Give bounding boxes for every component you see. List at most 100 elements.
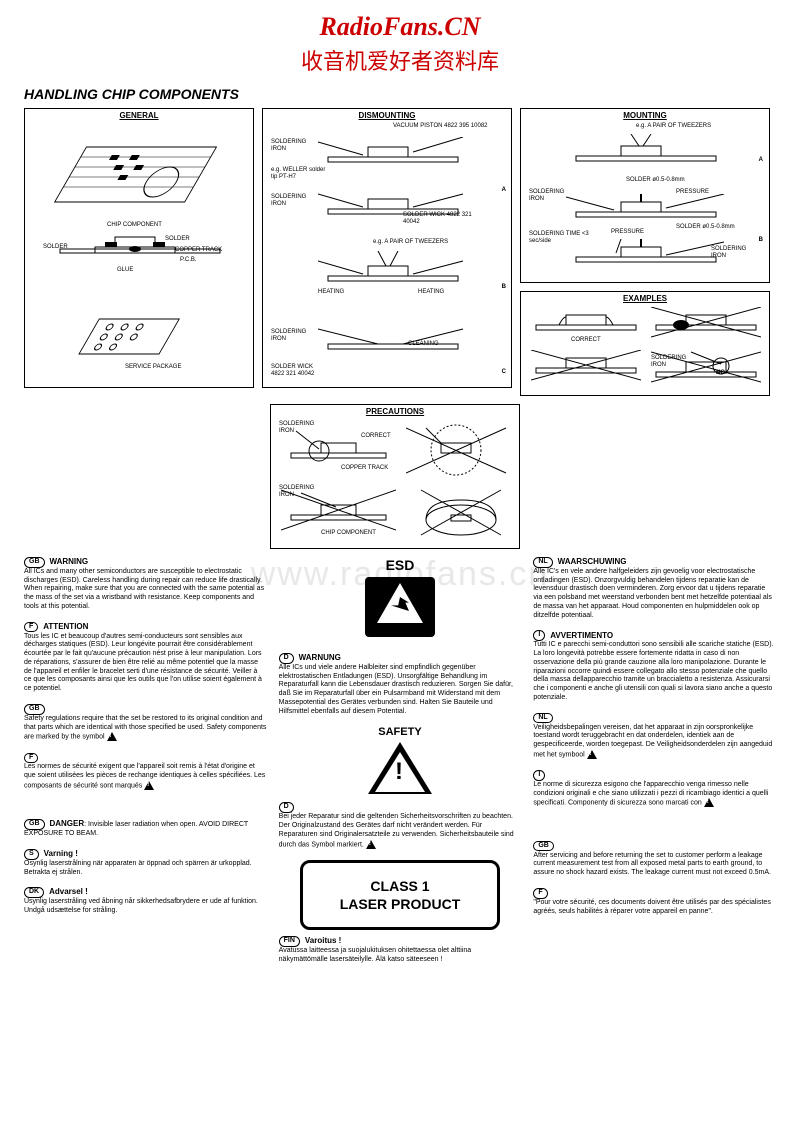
label-solder-l: SOLDER xyxy=(43,244,68,251)
panel-general-label: GENERAL xyxy=(119,111,158,120)
label-c: C xyxy=(502,369,506,376)
lang-d2: D xyxy=(279,802,294,813)
label-weller: e.g. WELLER solder tip PT-H7 xyxy=(271,167,331,180)
lang-s: S xyxy=(24,849,39,860)
s-varning-block: S Varning ! Osynlig laserstrålning när a… xyxy=(24,849,267,877)
panel-precautions: PRECAUTIONS SOLDERING IRON CORRECT COPPE… xyxy=(270,404,520,549)
safety-icon xyxy=(144,781,154,790)
label-glue: GLUE xyxy=(117,267,133,274)
gb-leakage-body: After servicing and before returning the… xyxy=(533,852,771,877)
f-safety-block: F Les normes de sécurité exigent que l'a… xyxy=(24,753,267,792)
lang-nl2: NL xyxy=(533,713,552,724)
s-varning-heading: Varning ! xyxy=(44,849,78,859)
label-solder-m: SOLDER ø0.5-0.8mm xyxy=(626,177,686,184)
mount-b2 xyxy=(566,239,736,269)
d-warnung-body: Alle ICs und viele andere Halbleiter sin… xyxy=(279,664,513,715)
lang-dk: DK xyxy=(24,887,44,898)
label-solder-m2: SOLDER ø0.5-0.8mm xyxy=(676,224,736,231)
d-safety-body: Bei jeder Reparatur sind die geltenden S… xyxy=(279,813,514,848)
nl-safety-body: Veiligheidsbepalingen vereisen, dat het … xyxy=(533,724,772,759)
lang-gb3: GB xyxy=(24,819,45,830)
lang-f3: F xyxy=(533,888,547,899)
nl-warning-body: Alle IC's en vele andere halfgeleiders z… xyxy=(533,568,772,619)
d-safety-block: D Bei jeder Reparatur sind die geltenden… xyxy=(279,802,522,849)
label-correct: CORRECT xyxy=(571,337,601,344)
page-title: HANDLING CHIP COMPONENTS xyxy=(24,86,800,102)
panel-precautions-label: PRECAUTIONS xyxy=(366,407,424,416)
f-attention-body: Tous les IC et beaucoup d'autres semi-co… xyxy=(24,633,262,693)
f-attention-block: F ATTENTION Tous les IC et beaucoup d'au… xyxy=(24,622,267,694)
example-wrong1 xyxy=(651,307,761,342)
lang-f2: F xyxy=(24,753,38,764)
esd-title: ESD xyxy=(279,557,522,573)
nl-warning-heading: WAARSCHUWING xyxy=(558,557,627,567)
nl-warning-block: NL WAARSCHUWING Alle IC's en vele andere… xyxy=(533,557,776,620)
dk-advarsel-block: DK Advarsel ! Usynlig laserstråling ved … xyxy=(24,887,267,915)
lang-i2: I xyxy=(533,770,545,781)
gb-safety-body: Safety regulations require that the set … xyxy=(24,715,266,741)
gb-danger-heading: DANGER xyxy=(49,819,84,829)
panel-examples: EXAMPLES CORRECT SOLDERING IRON xyxy=(520,291,770,396)
fin-varoitus-body: Avatussa laitteessa ja suojalukituksen o… xyxy=(279,947,472,963)
label-tweezers: e.g. A PAIR OF TWEEZERS xyxy=(373,239,493,246)
mount-b1 xyxy=(566,194,736,224)
label-b-m: B xyxy=(759,237,763,244)
lang-nl: NL xyxy=(533,557,552,568)
nl-safety-block: NL Veiligheidsbepalingen vereisen, dat h… xyxy=(533,713,776,760)
lang-f: F xyxy=(24,622,38,633)
safety-icon xyxy=(366,840,376,849)
gb-safety-block: GB Safety regulations require that the s… xyxy=(24,704,267,743)
label-pressure2: PRESSURE xyxy=(611,229,644,236)
safety-triangle-icon xyxy=(368,742,432,794)
panel-mounting: MOUNTING e.g. A PAIR OF TWEEZERS A SOLDE… xyxy=(520,108,770,283)
laser-line2: LASER PRODUCT xyxy=(327,895,473,913)
laser-line1: CLASS 1 xyxy=(327,877,473,895)
fin-varoitus-block: FIN Varoitus ! Avatussa laitteessa ja su… xyxy=(279,936,522,964)
gb-leakage-block: GB After servicing and before returning … xyxy=(533,841,776,878)
panel-examples-label: EXAMPLES xyxy=(623,294,667,303)
site-subtitle: 收音机爱好者资料库 xyxy=(0,44,800,76)
site-title: RadioFans.CN xyxy=(0,12,800,42)
precaution-wrong1 xyxy=(406,423,511,478)
i-safety-block: I Le norme di sicurezza esigono che l'ap… xyxy=(533,770,776,809)
label-vacuum: VACUUM PISTON 4822 395 10082 xyxy=(393,123,493,130)
label-copper-track: COPPER TRACK xyxy=(175,247,222,254)
label-iron2: SOLDERING IRON xyxy=(271,194,321,207)
gb-danger-block: GB DANGER: Invisible laser radiation whe… xyxy=(24,819,267,839)
lang-fin: FIN xyxy=(279,936,300,947)
label-wick: SOLDER WICK 4822 321 40042 xyxy=(403,212,483,225)
label-service-package: SERVICE PACKAGE xyxy=(125,364,181,371)
label-b: B xyxy=(502,284,506,291)
f-securite-body: "Pour votre sécurité, ces documents doiv… xyxy=(533,899,771,915)
i-avvert-body: Tutti IC e parecchi semi-conduttori sono… xyxy=(533,641,773,701)
panel-general: GENERAL CHIP COMPONEN xyxy=(24,108,254,388)
esd-icon xyxy=(365,577,435,637)
label-pcb: P.C.B. xyxy=(180,257,197,264)
example-wrong3 xyxy=(651,350,761,385)
safety-icon xyxy=(107,732,117,741)
example-wrong2 xyxy=(531,350,641,385)
label-no: NO! xyxy=(716,370,727,377)
label-chip-component: CHIP COMPONENT xyxy=(107,222,162,229)
precaution-wrong2 xyxy=(281,485,396,535)
s-varning-body: Osynlig laserstrålning när apparaten är … xyxy=(24,860,252,876)
label-correct-p: CORRECT xyxy=(361,433,391,440)
f-securite-block: F "Pour votre sécurité, ces documents do… xyxy=(533,888,776,916)
label-solder-r: SOLDER xyxy=(165,236,190,243)
dismount-a1 xyxy=(318,137,488,172)
gb-warning-body: All ICs and many other semiconductors ar… xyxy=(24,568,264,610)
label-heating-l: HEATING xyxy=(318,289,344,296)
mount-a xyxy=(566,134,736,169)
pcb-sketch xyxy=(43,127,233,227)
label-copper-p: COPPER TRACK xyxy=(341,465,388,472)
lang-i: I xyxy=(533,630,545,641)
gb-warning-heading: WARNING xyxy=(49,557,88,567)
label-chip-p: CHIP COMPONENT xyxy=(321,530,376,537)
safety-icon xyxy=(704,798,714,807)
label-wick2: SOLDER WICK 4822 321 40042 xyxy=(271,364,321,377)
fin-varoitus-heading: Varoitus ! xyxy=(305,936,341,946)
panel-mounting-label: MOUNTING xyxy=(623,111,667,120)
label-heating-r: HEATING xyxy=(418,289,444,296)
f-attention-heading: ATTENTION xyxy=(43,622,88,632)
panel-dismounting-label: DISMOUNTING xyxy=(359,111,416,120)
